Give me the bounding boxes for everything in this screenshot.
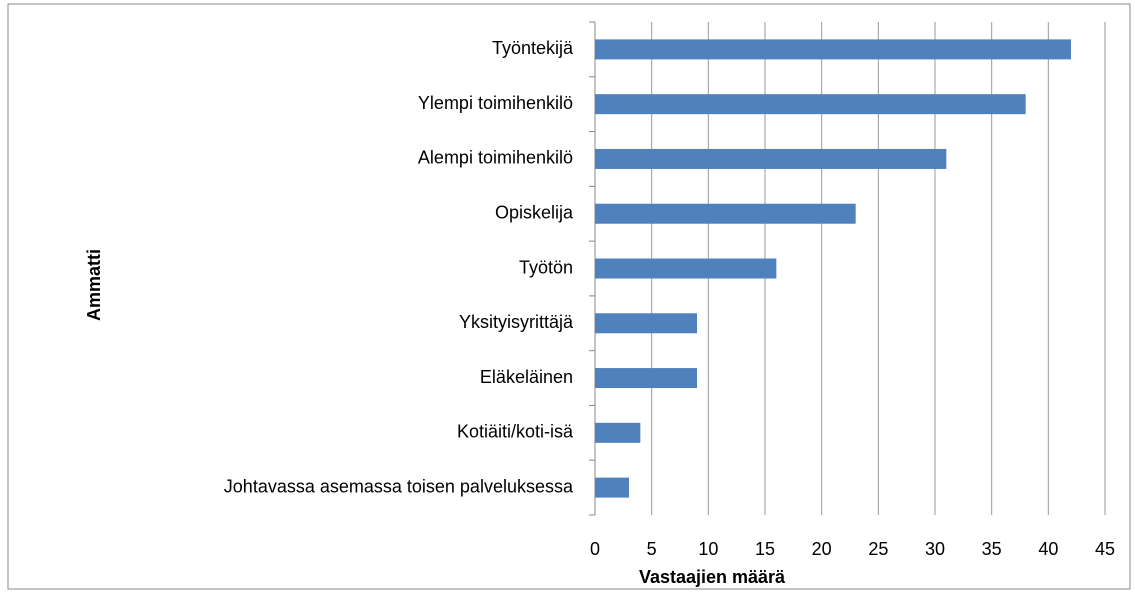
bar xyxy=(595,94,1026,115)
bar xyxy=(595,39,1071,60)
x-tick-label: 35 xyxy=(982,539,1002,559)
y-tick-label: Alempi toimihenkilö xyxy=(418,148,573,168)
bar xyxy=(595,203,856,224)
x-tick-label: 45 xyxy=(1095,539,1115,559)
x-tick-label: 15 xyxy=(755,539,775,559)
x-tick-label: 10 xyxy=(698,539,718,559)
x-tick-label: 30 xyxy=(925,539,945,559)
y-tick-label: Ylempi toimihenkilö xyxy=(418,93,573,113)
bar xyxy=(595,477,629,498)
x-tick-label: 25 xyxy=(868,539,888,559)
chart-border xyxy=(7,3,1131,590)
y-tick-label: Johtavassa asemassa toisen palveluksessa xyxy=(224,476,574,496)
y-tick-label: Eläkeläinen xyxy=(480,367,573,387)
bar xyxy=(595,313,697,334)
bar xyxy=(595,368,697,389)
x-axis-label: Vastaajien määrä xyxy=(639,567,786,587)
x-tick-label: 40 xyxy=(1038,539,1058,559)
y-tick-label: Työntekijä xyxy=(492,38,574,58)
bar xyxy=(595,148,947,169)
y-tick-label: Opiskelija xyxy=(495,202,574,222)
y-axis-label: Ammatti xyxy=(84,249,104,321)
bar xyxy=(595,422,641,443)
y-tick-label: Yksityisyrittäjä xyxy=(459,312,574,332)
x-tick-label: 0 xyxy=(590,539,600,559)
x-tick-label: 5 xyxy=(647,539,657,559)
y-tick-label: Työtön xyxy=(519,257,573,277)
x-tick-label: 20 xyxy=(812,539,832,559)
bar xyxy=(595,258,777,279)
y-tick-label: Kotiäiti/koti-isä xyxy=(457,422,574,442)
